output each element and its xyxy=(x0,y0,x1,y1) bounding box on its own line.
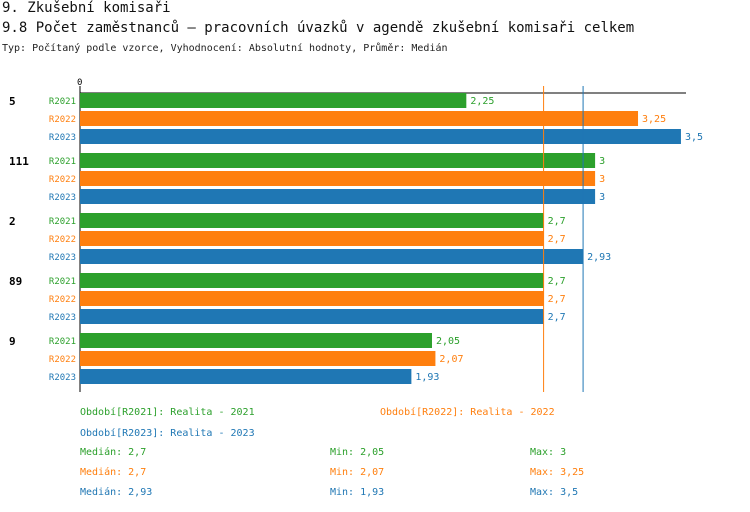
series-label: R2023 xyxy=(49,133,76,143)
bar xyxy=(80,153,596,168)
stat-median-r2022: Medián: 2,7 xyxy=(80,467,147,478)
bar xyxy=(80,93,467,108)
stat-median-r2021: Medián: 2,7 xyxy=(80,447,147,458)
bar xyxy=(80,231,544,246)
category-label: 89 xyxy=(9,275,22,288)
bar xyxy=(80,333,432,348)
bar xyxy=(80,273,544,288)
data-label: 2,07 xyxy=(439,354,463,365)
data-label: 2,7 xyxy=(548,234,566,245)
series-label: R2021 xyxy=(49,277,76,287)
data-label: 2,05 xyxy=(436,336,460,347)
data-label: 3,5 xyxy=(685,132,703,143)
stat-max-r2023: Max: 3,5 xyxy=(530,487,579,498)
category-label: 2 xyxy=(9,215,16,228)
chart-subtitle: Typ: Počítaný podle vzorce, Vyhodnocení:… xyxy=(2,43,448,54)
data-label: 3 xyxy=(599,192,605,203)
data-label: 2,7 xyxy=(548,216,566,227)
data-label: 2,25 xyxy=(470,96,494,107)
series-label: R2022 xyxy=(49,295,76,305)
category-label: 9 xyxy=(9,335,16,348)
stat-min-r2022: Min: 2,07 xyxy=(330,467,385,478)
series-label: R2021 xyxy=(49,97,76,107)
bar xyxy=(80,111,639,126)
series-label: R2023 xyxy=(49,253,76,263)
stat-min-r2021: Min: 2,05 xyxy=(330,447,385,458)
stat-max-r2021: Max: 3 xyxy=(530,447,567,458)
series-label: R2021 xyxy=(49,217,76,227)
bar xyxy=(80,189,596,204)
bar xyxy=(80,291,544,306)
bar xyxy=(80,351,436,366)
series-label: R2022 xyxy=(49,355,76,365)
data-label: 3 xyxy=(599,174,605,185)
series-label: R2023 xyxy=(49,193,76,203)
bar xyxy=(80,129,681,144)
bar xyxy=(80,369,412,384)
data-label: 2,7 xyxy=(548,312,566,323)
data-label: 2,93 xyxy=(587,252,611,263)
series-label: R2022 xyxy=(49,115,76,125)
data-label: 3,25 xyxy=(642,114,666,125)
bar xyxy=(80,309,544,324)
x-tick-label-0: 0 xyxy=(77,78,82,88)
series-label: R2021 xyxy=(49,157,76,167)
series-label: R2023 xyxy=(49,373,76,383)
legend-period-r2022: Období[R2022]: Realita - 2022 xyxy=(380,407,555,418)
series-label: R2022 xyxy=(49,175,76,185)
stat-max-r2022: Max: 3,25 xyxy=(530,467,585,478)
category-label: 5 xyxy=(9,95,16,108)
section-title: 9. Zkušební komisaři xyxy=(2,0,171,16)
data-label: 2,7 xyxy=(548,294,566,305)
stat-median-r2023: Medián: 2,93 xyxy=(80,487,153,498)
bar xyxy=(80,249,584,264)
series-label: R2023 xyxy=(49,313,76,323)
bar xyxy=(80,171,596,186)
data-label: 3 xyxy=(599,156,605,167)
data-label: 2,7 xyxy=(548,276,566,287)
series-label: R2022 xyxy=(49,235,76,245)
category-label: 111 xyxy=(9,155,29,168)
data-label: 1,93 xyxy=(415,372,439,383)
series-label: R2021 xyxy=(49,337,76,347)
stat-min-r2023: Min: 1,93 xyxy=(330,487,385,498)
legend-period-r2023: Období[R2023]: Realita - 2023 xyxy=(80,428,255,439)
chart-title: 9.8 Počet zaměstnanců – pracovních úvazk… xyxy=(2,20,635,36)
legend-period-r2021: Období[R2021]: Realita - 2021 xyxy=(80,407,255,418)
bar xyxy=(80,213,544,228)
bar-chart: 0 5 R2021 2,25 R2022 3,25 R2023 3,5 111 R2021 3 R20… xyxy=(9,78,703,392)
